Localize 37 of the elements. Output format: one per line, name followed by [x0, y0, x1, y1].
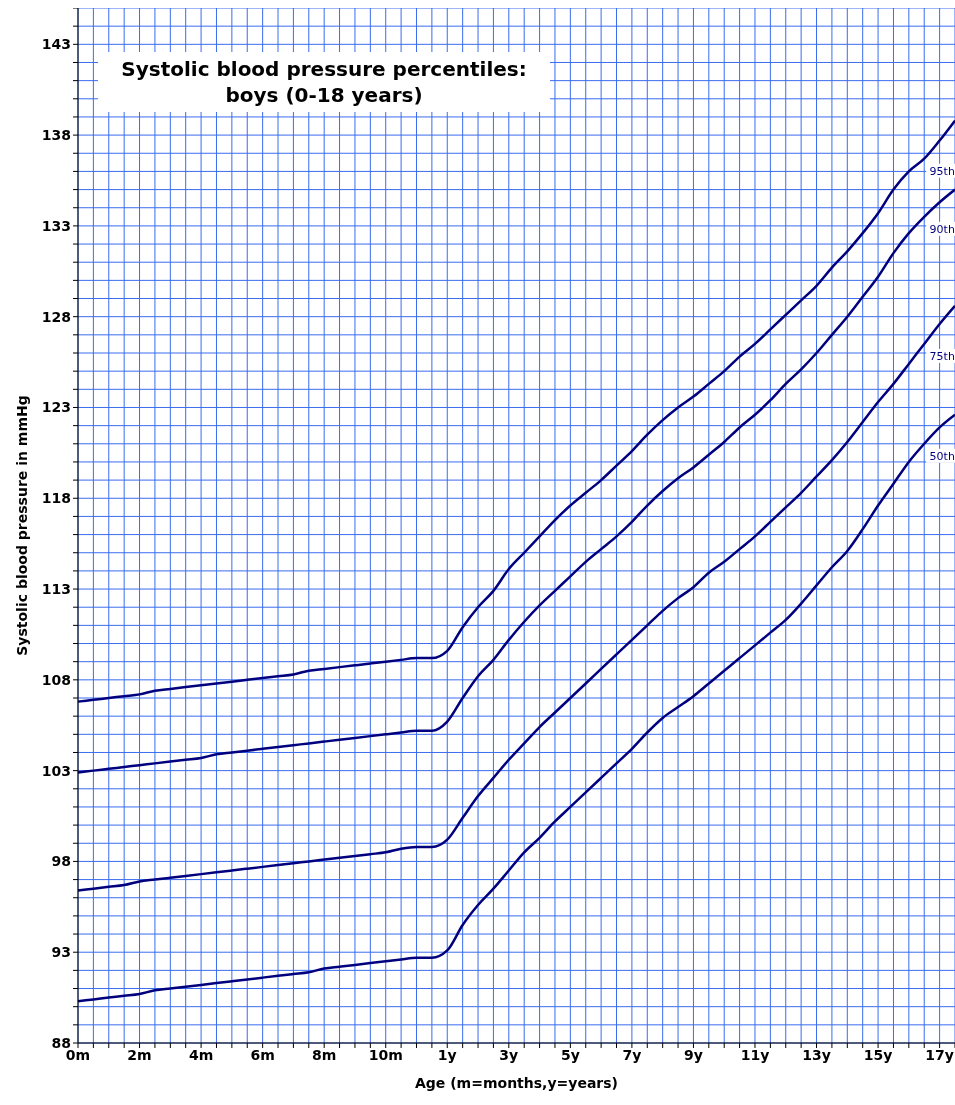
series-label: 50th — [929, 449, 955, 463]
series-label: 95th — [929, 164, 955, 178]
line-series — [76, 188, 955, 774]
x-tick-label: 9y — [684, 1046, 703, 1063]
y-tick-label: 128 — [41, 308, 71, 325]
x-tick-label: 4m — [188, 1046, 214, 1063]
line-series — [76, 119, 955, 703]
y-tick-label: 103 — [41, 762, 71, 779]
x-tick-label: 15y — [863, 1046, 893, 1063]
y-tick-label: 133 — [41, 217, 71, 234]
x-tick-label: 10m — [368, 1046, 403, 1063]
y-tick-label: 108 — [41, 671, 71, 688]
x-tick-label: 5y — [560, 1046, 580, 1063]
y-tick-label: 138 — [41, 127, 71, 144]
line-series — [76, 304, 955, 892]
x-tick-label: 6m — [250, 1046, 275, 1063]
x-tick-label: 2m — [127, 1046, 152, 1063]
x-tick-label: 1y — [437, 1046, 457, 1063]
y-tick-label: 143 — [41, 36, 71, 53]
x-tick-label: 17y — [925, 1046, 954, 1063]
x-tick-label: 3y — [499, 1046, 519, 1063]
x-tick-label: 13y — [802, 1046, 831, 1063]
x-tick-label: 8m — [312, 1046, 337, 1063]
x-tick-label: 7y — [622, 1046, 642, 1063]
series-label: 90th — [929, 222, 955, 236]
line-series — [76, 413, 955, 1003]
x-tick-label: 11y — [740, 1046, 770, 1063]
text: Systolic blood pressure percentiles: boys (0-18 years) — [98, 52, 550, 112]
x-axis-title: Age (m=months,y=years) — [415, 1075, 618, 1091]
y-axis-title: Systolic blood pressure in mmHg — [13, 395, 30, 656]
y-tick-label: 93 — [51, 944, 71, 961]
series-label: 75th — [929, 349, 955, 363]
y-tick-label: 118 — [41, 490, 71, 507]
y-tick-label: 98 — [51, 853, 71, 870]
y-tick-label: 113 — [41, 581, 71, 598]
y-tick-label: 88 — [51, 1034, 71, 1051]
y-tick-label: 123 — [41, 399, 71, 416]
